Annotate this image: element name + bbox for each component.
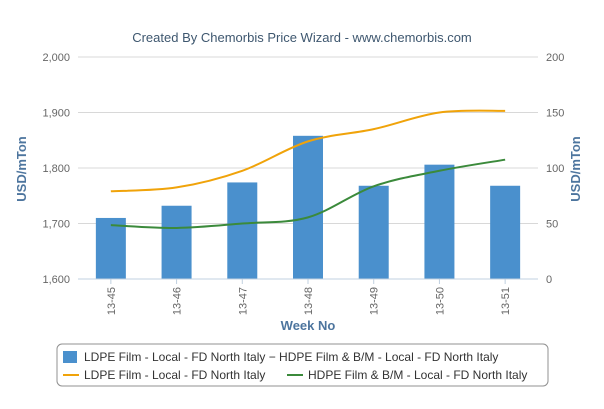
- x-tick-label: 13-46: [172, 287, 184, 315]
- y-tick-label-right: 150: [546, 108, 564, 120]
- x-tick-label: 13-49: [369, 287, 381, 315]
- bar: [227, 182, 258, 279]
- legend-item-label[interactable]: LDPE Film - Local - FD North Italy: [84, 368, 265, 382]
- bar-series: [95, 135, 521, 279]
- x-axis-title: Week No: [281, 318, 336, 333]
- bar: [293, 135, 323, 279]
- y-tick-label-left: 1,600: [42, 274, 70, 286]
- x-tick-label: 13-45: [106, 287, 118, 315]
- y-tick-label-right: 50: [546, 219, 558, 231]
- series-line: [110, 158, 506, 229]
- legend-box: [56, 343, 549, 387]
- series-line: [110, 109, 506, 193]
- x-tick-label: 13-50: [434, 287, 446, 315]
- y-axis-title-right: USD/mTon: [568, 136, 583, 202]
- bar: [424, 164, 455, 279]
- x-tick-label: 13-51: [500, 287, 512, 315]
- bar: [161, 205, 192, 279]
- y-tick-label-left: 1,800: [42, 163, 70, 175]
- x-tick-label: 13-47: [237, 287, 249, 315]
- y-tick-label-right: 100: [546, 163, 564, 175]
- y-tick-label-left: 1,700: [42, 219, 70, 231]
- legend: LDPE Film - Local - FD North Italy − HDP…: [56, 343, 549, 387]
- x-tick-label: 13-48: [303, 287, 315, 315]
- line-series: [110, 109, 506, 229]
- bar: [490, 185, 521, 279]
- legend-item-label[interactable]: LDPE Film - Local - FD North Italy − HDP…: [84, 350, 498, 364]
- y-tick-label-left: 1,900: [42, 108, 70, 120]
- y-axis-title-left: USD/mTon: [14, 136, 29, 202]
- bar: [358, 185, 389, 279]
- y-tick-label-right: 0: [546, 274, 552, 286]
- bar: [95, 217, 126, 279]
- axes: 1,600 1,700 1,800 1,900 2,000 0 50 100 150 200 13-…: [42, 52, 564, 315]
- legend-swatch-bar: [63, 351, 77, 363]
- legend-item-label[interactable]: HDPE Film & B/M - Local - FD North Italy: [308, 368, 527, 382]
- y-tick-label-left: 2,000: [42, 52, 70, 64]
- y-tick-label-right: 200: [546, 52, 564, 64]
- chart-title: Created By Chemorbis Price Wizard - www.…: [132, 30, 472, 45]
